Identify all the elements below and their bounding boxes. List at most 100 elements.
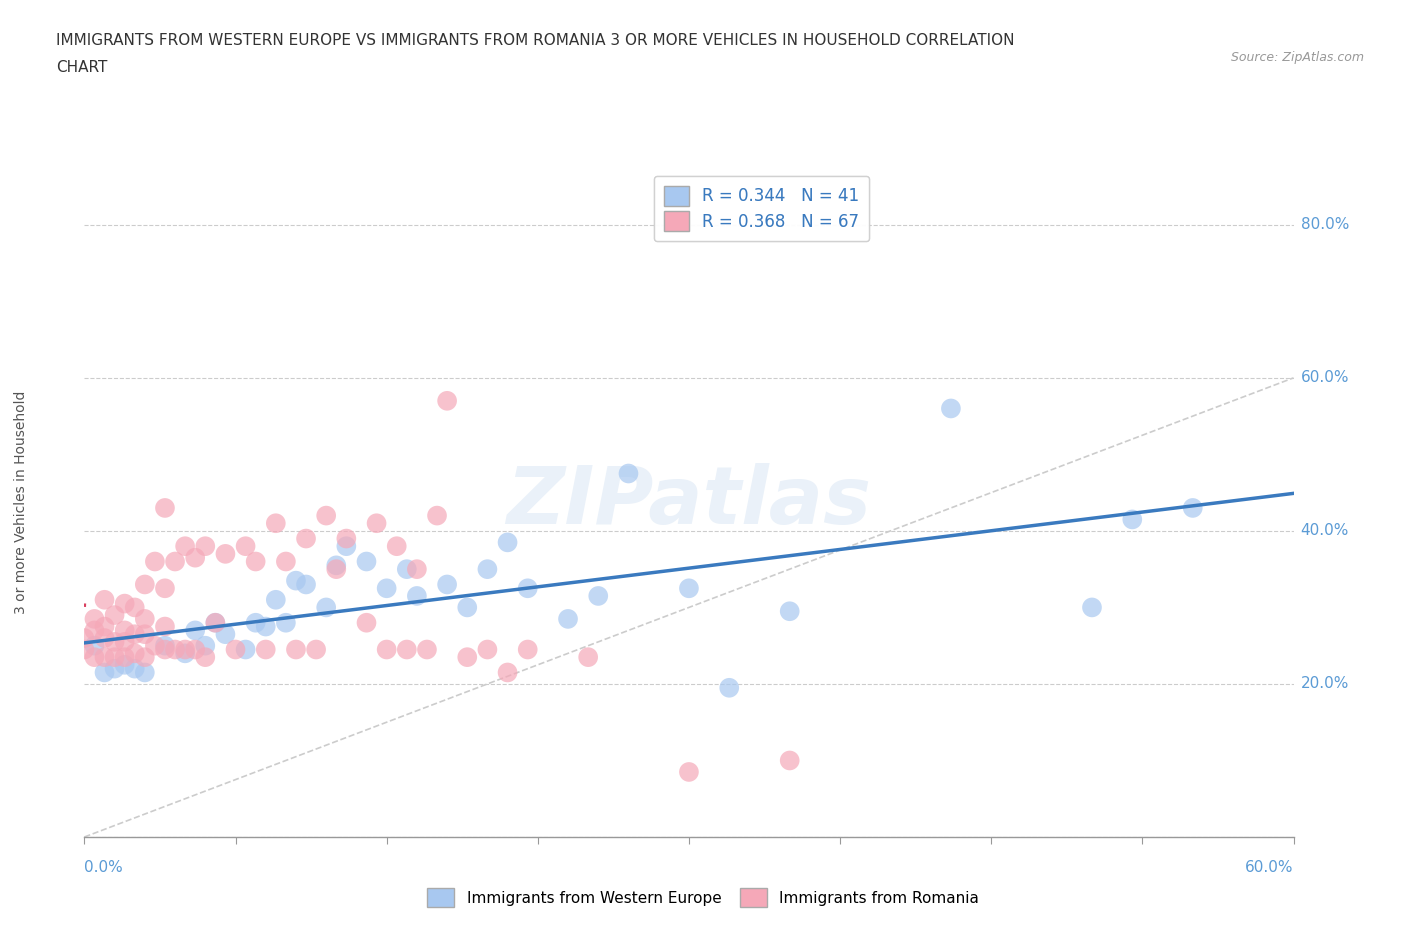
Point: [93, 631, 115, 645]
Point: [104, 634, 127, 649]
Point: [184, 551, 207, 565]
Point: [1081, 600, 1104, 615]
Point: [456, 600, 478, 615]
Point: [165, 554, 187, 569]
Point: [73, 631, 96, 645]
Point: [284, 573, 308, 588]
Point: [134, 577, 156, 591]
Point: [225, 642, 247, 657]
Point: [315, 600, 337, 615]
Point: [678, 764, 700, 779]
Point: [134, 627, 156, 642]
Point: [124, 627, 146, 642]
Point: [153, 642, 176, 657]
Legend: Immigrants from Western Europe, Immigrants from Romania: Immigrants from Western Europe, Immigran…: [420, 883, 986, 913]
Point: [356, 554, 378, 569]
Point: [134, 650, 156, 665]
Point: [516, 642, 538, 657]
Point: [557, 611, 579, 626]
Point: [779, 753, 801, 768]
Point: [939, 401, 962, 416]
Point: [214, 547, 236, 562]
Point: [274, 616, 297, 631]
Point: [104, 650, 127, 665]
Text: 60.0%: 60.0%: [1301, 370, 1348, 385]
Point: [204, 616, 226, 631]
Point: [264, 592, 287, 607]
Point: [143, 554, 166, 569]
Point: [93, 619, 115, 634]
Point: [305, 642, 328, 657]
Point: [477, 642, 499, 657]
Point: [496, 665, 519, 680]
Point: [335, 538, 357, 553]
Point: [165, 642, 187, 657]
Text: 3 or more Vehicles in Household: 3 or more Vehicles in Household: [14, 391, 28, 614]
Point: [174, 642, 197, 657]
Point: [114, 623, 136, 638]
Point: [366, 516, 388, 531]
Point: [779, 604, 801, 618]
Point: [274, 554, 297, 569]
Point: [194, 538, 217, 553]
Point: [134, 665, 156, 680]
Point: [124, 600, 146, 615]
Point: [83, 638, 105, 653]
Point: [204, 616, 226, 631]
Point: [143, 638, 166, 653]
Point: [245, 616, 267, 631]
Point: [395, 562, 418, 577]
Point: [174, 538, 197, 553]
Point: [406, 589, 429, 604]
Point: [416, 642, 439, 657]
Point: [264, 516, 287, 531]
Point: [436, 393, 458, 408]
Legend: R = 0.344   N = 41, R = 0.368   N = 67: R = 0.344 N = 41, R = 0.368 N = 67: [654, 176, 869, 242]
Point: [385, 538, 408, 553]
Point: [245, 554, 267, 569]
Point: [516, 581, 538, 596]
Point: [254, 619, 277, 634]
Text: 20.0%: 20.0%: [1301, 676, 1348, 691]
Point: [104, 607, 127, 622]
Text: 60.0%: 60.0%: [1246, 860, 1294, 875]
Point: [153, 638, 176, 653]
Point: [174, 646, 197, 661]
Point: [356, 616, 378, 631]
Point: [104, 661, 127, 676]
Point: [114, 596, 136, 611]
Point: [335, 531, 357, 546]
Point: [254, 642, 277, 657]
Point: [576, 650, 599, 665]
Point: [375, 642, 398, 657]
Point: [678, 581, 700, 596]
Point: [375, 581, 398, 596]
Point: [184, 642, 207, 657]
Point: [395, 642, 418, 657]
Point: [73, 642, 96, 657]
Point: [436, 577, 458, 591]
Text: Source: ZipAtlas.com: Source: ZipAtlas.com: [1230, 51, 1364, 64]
Point: [1121, 512, 1143, 527]
Point: [718, 681, 741, 696]
Point: [456, 650, 478, 665]
Point: [124, 646, 146, 661]
Point: [114, 658, 136, 672]
Point: [83, 650, 105, 665]
Point: [295, 531, 318, 546]
Point: [83, 623, 105, 638]
Point: [235, 538, 257, 553]
Point: [214, 627, 236, 642]
Point: [406, 562, 429, 577]
Point: [194, 650, 217, 665]
Point: [83, 611, 105, 626]
Text: 0.0%: 0.0%: [84, 860, 124, 875]
Point: [235, 642, 257, 657]
Point: [134, 611, 156, 626]
Point: [325, 562, 347, 577]
Point: [114, 650, 136, 665]
Text: CHART: CHART: [56, 60, 108, 75]
Point: [184, 623, 207, 638]
Point: [426, 508, 449, 523]
Point: [295, 577, 318, 591]
